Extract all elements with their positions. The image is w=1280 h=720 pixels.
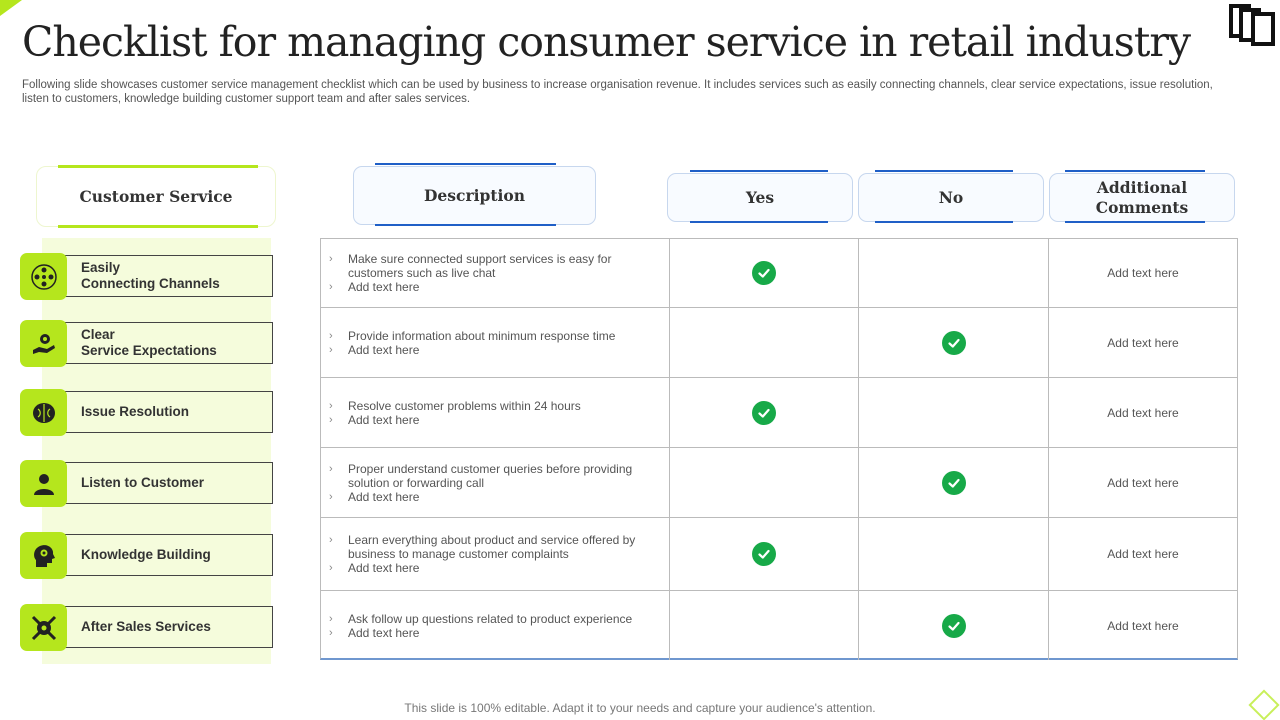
no-cell [859,591,1049,660]
description-bullet: › Resolve customer problems within 24 hou… [329,398,581,413]
yes-cell [670,591,859,660]
yes-cell [670,378,859,447]
no-cell [859,378,1049,447]
description-header: Description [353,166,596,225]
description-bullet: › Add text here [329,561,420,575]
head-gear-icon [20,532,67,579]
chevron-right-icon: › [329,253,333,265]
description-bullet: › Provide information about minimum respo… [329,328,616,343]
additional-comments-header: Additional Comments [1049,173,1235,222]
chevron-right-icon: › [329,462,333,475]
customer-service-header: Customer Service [36,165,276,228]
table-row: › Make sure connected support services is… [321,239,1237,308]
check-icon [752,261,776,285]
chevron-right-icon: › [329,562,333,574]
description-cell: › Proper understand customer queries befo… [321,448,670,517]
brain-icon [20,389,67,436]
additional-comments-header-label: Additional Comments [1095,177,1189,217]
comment-cell: Add text here [1107,547,1179,561]
yes-header-label: Yes [745,187,775,207]
table-row: › Learn everything about product and serv… [321,518,1237,591]
service-item: Easily Connecting Channels [20,253,273,301]
check-icon [752,400,776,425]
checklist-table: › Make sure connected support services is… [320,238,1238,660]
service-label: Issue Resolution [65,391,273,433]
comment-cell: Add text here [1107,618,1179,633]
no-header-label: No [938,187,964,207]
footer-note: This slide is 100% editable. Adapt it to… [404,701,876,715]
chevron-right-icon: › [329,329,333,342]
description-header-label: Description [423,185,525,205]
description-bullet: › Make sure connected support services is… [329,252,612,280]
description-bullet: › Add text here [329,280,420,294]
no-cell [859,308,1049,377]
page-subtitle: Following slide showcases customer servi… [22,79,1213,105]
description-cell: › Make sure connected support services is… [321,239,670,307]
service-item: Listen to Customer [20,460,273,508]
network-people-icon [20,253,67,300]
chevron-right-icon: › [329,534,333,546]
service-item: Clear Service Expectations [20,320,273,368]
windows-logo-icon [1229,4,1275,46]
service-label: Easily Connecting Channels [65,255,273,297]
comment-cell: Add text here [1107,266,1179,280]
comment-cell: Add text here [1107,405,1179,420]
description-bullet: › Add text here [329,412,420,427]
chevron-right-icon: › [329,343,333,356]
description-bullet: › Ask follow up questions related to prod… [329,611,633,626]
service-label: Clear Service Expectations [65,322,273,364]
tools-gear-icon [20,604,67,651]
chevron-right-icon: › [329,399,333,412]
customer-service-header-label: Customer Service [79,187,233,206]
description-bullet: › Add text here [329,342,420,357]
comment-cell: Add text here [1107,335,1179,350]
description-bullet: › Proper understand customer queries befo… [329,461,633,490]
description-bullet: › Learn everything about product and serv… [329,533,636,561]
table-row: › Provide information about minimum respo… [321,308,1237,378]
check-icon [941,613,966,638]
services-panel-background [42,238,271,664]
yes-header: Yes [667,173,853,222]
check-icon [941,330,966,355]
no-cell [859,518,1049,590]
check-icon [752,542,776,566]
service-label: After Sales Services [65,606,273,648]
chevron-right-icon: › [329,612,333,625]
no-cell [859,239,1049,307]
service-item: Knowledge Building [20,532,273,580]
service-label: Listen to Customer [65,462,273,504]
description-cell: › Ask follow up questions related to prod… [321,591,670,660]
service-item: Issue Resolution [20,389,273,437]
description-cell: › Learn everything about product and serv… [321,518,670,590]
corner-decoration [0,0,22,16]
service-item: After Sales Services [20,604,273,652]
no-cell [859,448,1049,517]
table-row: › Proper understand customer queries befo… [321,448,1237,518]
chevron-right-icon: › [329,413,333,426]
description-bullet: › Add text here [329,625,420,640]
no-header: No [858,173,1044,222]
description-cell: › Provide information about minimum respo… [321,308,670,377]
yes-cell [670,308,859,377]
page-title: Checklist for managing consumer service … [22,18,1191,66]
service-label: Knowledge Building [65,534,273,576]
person-icon [20,460,67,507]
table-row: › Resolve customer problems within 24 hou… [321,378,1237,448]
description-cell: › Resolve customer problems within 24 hou… [321,378,670,447]
chevron-right-icon: › [329,626,333,639]
chevron-right-icon: › [329,281,333,293]
table-row: › Ask follow up questions related to prod… [321,591,1237,660]
comment-cell: Add text here [1107,475,1179,490]
yes-cell [670,239,859,307]
yes-cell [670,448,859,517]
hand-gear-icon [20,320,67,367]
check-icon [941,470,966,495]
chevron-right-icon: › [329,490,333,503]
description-bullet: › Add text here [329,489,420,504]
yes-cell [670,518,859,590]
